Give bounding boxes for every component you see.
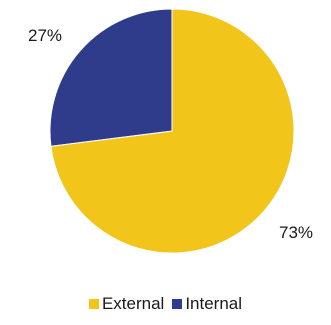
- pie-label-internal: 27%: [28, 26, 62, 45]
- legend-item-external: External: [88, 294, 165, 314]
- legend: External Internal: [0, 294, 331, 314]
- legend-label-internal: Internal: [185, 294, 243, 313]
- legend-label-external: External: [101, 294, 165, 313]
- pie-plot-area: 73% 27%: [28, 8, 313, 254]
- legend-swatch-internal: [172, 299, 183, 309]
- pie-label-external: 73%: [279, 223, 313, 242]
- legend-swatch-external: [88, 299, 99, 309]
- legend-item-internal: Internal: [172, 294, 242, 314]
- pie-slice-internal: [49, 8, 173, 147]
